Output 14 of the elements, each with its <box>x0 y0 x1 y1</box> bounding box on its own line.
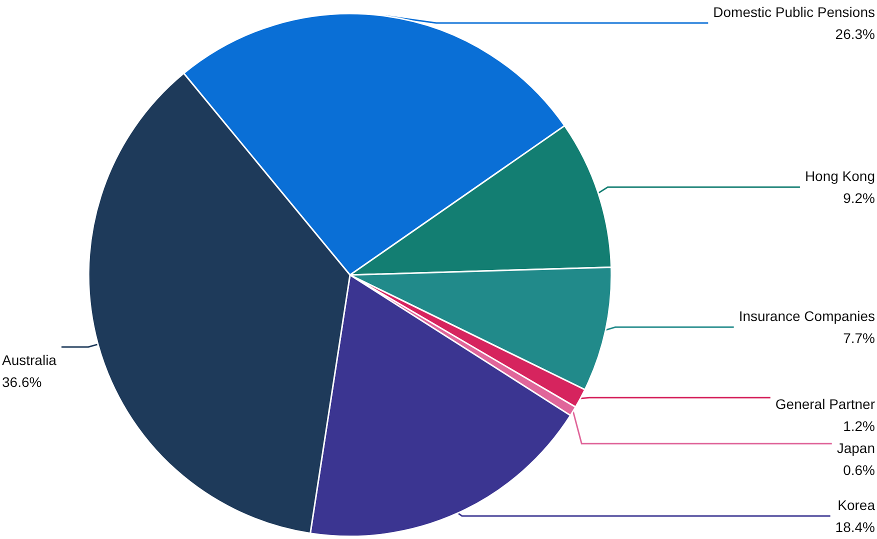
slice-label: Japan <box>836 440 875 456</box>
slice-label: General Partner <box>775 396 876 412</box>
data-label: 0.6% <box>843 462 875 478</box>
data-label: 1.2% <box>843 418 875 434</box>
slice-label: Insurance Companies <box>738 308 875 324</box>
slice-label: Domestic Public Pensions <box>713 4 875 20</box>
data-label: 18.4% <box>835 519 875 535</box>
slice-label: Hong Kong <box>804 168 875 184</box>
data-label: 26.3% <box>835 26 875 42</box>
slice-label: Australia <box>2 352 57 368</box>
slice-label: Korea <box>838 497 876 513</box>
data-label: 36.6% <box>2 374 42 390</box>
data-label: 7.7% <box>843 330 875 346</box>
data-label: 9.2% <box>843 190 875 206</box>
